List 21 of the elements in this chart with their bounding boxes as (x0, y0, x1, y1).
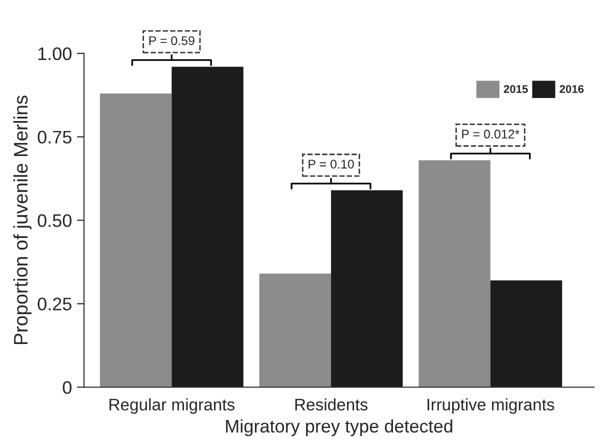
bar (100, 93, 172, 388)
text: P = 0.59 (149, 36, 194, 46)
bar (490, 280, 562, 388)
y-tick-label: 0 (62, 381, 72, 394)
x-tick-label: Regular migrants (110, 398, 235, 414)
x-axis-title: Migratory prey type detected (226, 419, 452, 436)
x-tick-label: Irruptive migrants (428, 398, 554, 414)
x-tick-label: Residents (295, 398, 368, 411)
annotation: P = 0.10 (308, 160, 354, 169)
bar (418, 160, 490, 388)
bar (172, 66, 244, 388)
y-tick-label: 0.75 (38, 130, 72, 144)
bar (331, 190, 403, 388)
annotation: P = 0.012* (462, 130, 520, 139)
bar (259, 274, 332, 388)
legend-label: 2016 (560, 85, 584, 93)
legend-label: 2015 (504, 85, 528, 93)
y-tick-label: 1.00 (38, 47, 72, 60)
y-tick-label: 0.25 (38, 298, 72, 310)
y-axis-title: Proportion of juvenile Merlins (13, 96, 32, 344)
y-tick-label: 0.50 (38, 214, 72, 227)
